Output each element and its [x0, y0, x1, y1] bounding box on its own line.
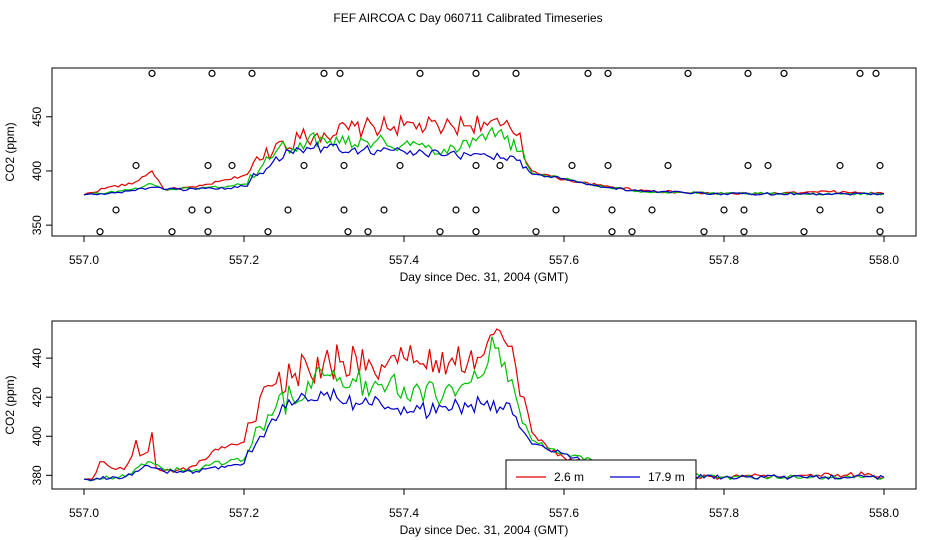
top-marker-point — [700, 228, 708, 236]
top-marker-point — [168, 228, 176, 236]
top-marker-point — [452, 206, 460, 214]
top-marker-point — [584, 69, 592, 78]
bottom-plot-frame — [51, 320, 917, 490]
top-marker-point — [876, 161, 884, 170]
bottom-x-tick-label: 557.4 — [389, 506, 419, 520]
top-marker-point — [876, 228, 884, 236]
top-marker-point — [188, 206, 196, 214]
top-marker-point — [856, 69, 864, 78]
top-series-line-2 — [83, 141, 884, 196]
top-marker-point — [396, 161, 404, 170]
top-marker-point — [872, 69, 880, 78]
top-marker-point — [800, 228, 808, 236]
chart-title: FEF AIRCOA C Day 060711 Calibrated Times… — [333, 11, 602, 25]
top-y-axis-label: CO2 (ppm) — [3, 122, 17, 181]
top-marker-point — [740, 228, 748, 236]
top-marker-point — [364, 228, 372, 236]
top-marker-point — [248, 69, 256, 78]
bottom-series-line-1 — [84, 336, 885, 482]
top-marker-point — [340, 161, 348, 170]
top-marker-point — [876, 206, 884, 214]
top-marker-point — [132, 161, 140, 170]
top-marker-point — [764, 161, 772, 170]
bottom-y-tick-label: 400 — [30, 426, 44, 446]
top-y-tick-label: 400 — [30, 161, 44, 181]
bottom-x-tick-label: 557.0 — [69, 506, 99, 520]
top-x-tick-label: 557.6 — [549, 253, 579, 267]
top-marker-point — [380, 206, 388, 214]
top-marker-point — [340, 206, 348, 214]
top-marker-point — [836, 161, 844, 170]
top-x-tick-label: 557.8 — [709, 253, 739, 267]
top-x-tick-label: 557.4 — [389, 253, 419, 267]
top-x-tick-label: 557.2 — [229, 253, 259, 267]
legend-label-17-9m: 17.9 m — [648, 470, 685, 484]
top-x-axis-label: Day since Dec. 31, 2004 (GMT) — [400, 270, 569, 284]
top-marker-point — [284, 206, 292, 214]
top-x-tick-label: 558.0 — [869, 253, 899, 267]
top-marker-point — [664, 161, 672, 170]
top-marker-point — [344, 228, 352, 236]
top-x-tick-label: 557.0 — [69, 253, 99, 267]
top-marker-point — [604, 161, 612, 170]
bottom-x-tick-label: 558.0 — [869, 506, 899, 520]
bottom-x-tick-label: 557.6 — [549, 506, 579, 520]
top-marker-point — [496, 161, 504, 170]
top-marker-point — [744, 69, 752, 78]
top-marker-point — [604, 69, 612, 78]
bottom-series-line-0 — [83, 328, 885, 480]
top-marker-point — [472, 161, 480, 170]
bottom-series-line-2 — [83, 387, 885, 481]
top-marker-point — [720, 206, 728, 214]
top-marker-point — [780, 69, 788, 78]
top-plot: 557.0 557.2 557.4 557.6 557.8 558.0 350 400 450 — [30, 69, 899, 267]
top-marker-point — [744, 161, 752, 170]
bottom-x-tick-label: 557.8 — [709, 506, 739, 520]
top-marker-point — [416, 69, 424, 78]
top-marker-point — [684, 69, 692, 78]
legend-box — [505, 459, 697, 490]
bottom-x-tick-label: 557.2 — [229, 506, 259, 520]
top-marker-point — [648, 206, 656, 214]
top-marker-point — [436, 228, 444, 236]
bottom-y-axis-label: CO2 (ppm) — [3, 375, 17, 434]
top-marker-point — [608, 206, 616, 214]
bottom-y-tick-label: 380 — [30, 465, 44, 485]
top-marker-point — [628, 228, 636, 236]
top-marker-point — [148, 69, 156, 78]
top-marker-point — [568, 161, 576, 170]
top-marker-point — [300, 161, 308, 170]
top-marker-point — [336, 69, 344, 78]
top-series-line-0 — [83, 114, 885, 196]
top-marker-point — [608, 228, 616, 236]
bottom-plot: 557.0 557.2 557.4 557.6 557.8 558.0 380 400 420 4… — [30, 328, 899, 520]
top-marker-point — [228, 161, 236, 170]
top-marker-point — [204, 228, 212, 236]
top-marker-point — [740, 206, 748, 214]
top-marker-point — [472, 228, 480, 236]
top-marker-point — [112, 206, 120, 214]
top-marker-point — [512, 69, 520, 78]
top-marker-point — [264, 228, 272, 236]
bottom-y-tick-label: 440 — [30, 348, 44, 368]
top-y-tick-label: 450 — [30, 106, 44, 126]
top-y-tick-label: 350 — [30, 215, 44, 235]
bottom-y-tick-label: 420 — [30, 387, 44, 407]
top-marker-point — [472, 206, 480, 214]
top-marker-point — [320, 69, 328, 78]
top-marker-point — [816, 206, 824, 214]
legend-label-2-6m: 2.6 m — [554, 470, 584, 484]
top-marker-point — [204, 161, 212, 170]
top-marker-point — [96, 228, 104, 236]
top-marker-point — [208, 69, 216, 78]
top-marker-point — [532, 228, 540, 236]
top-marker-point — [204, 206, 212, 214]
top-marker-point — [472, 69, 480, 78]
top-plot-frame — [51, 67, 917, 237]
bottom-x-axis-label: Day since Dec. 31, 2004 (GMT) — [400, 523, 569, 537]
top-marker-point — [552, 206, 560, 214]
legend: 2.6 m 17.9 m — [505, 459, 697, 490]
